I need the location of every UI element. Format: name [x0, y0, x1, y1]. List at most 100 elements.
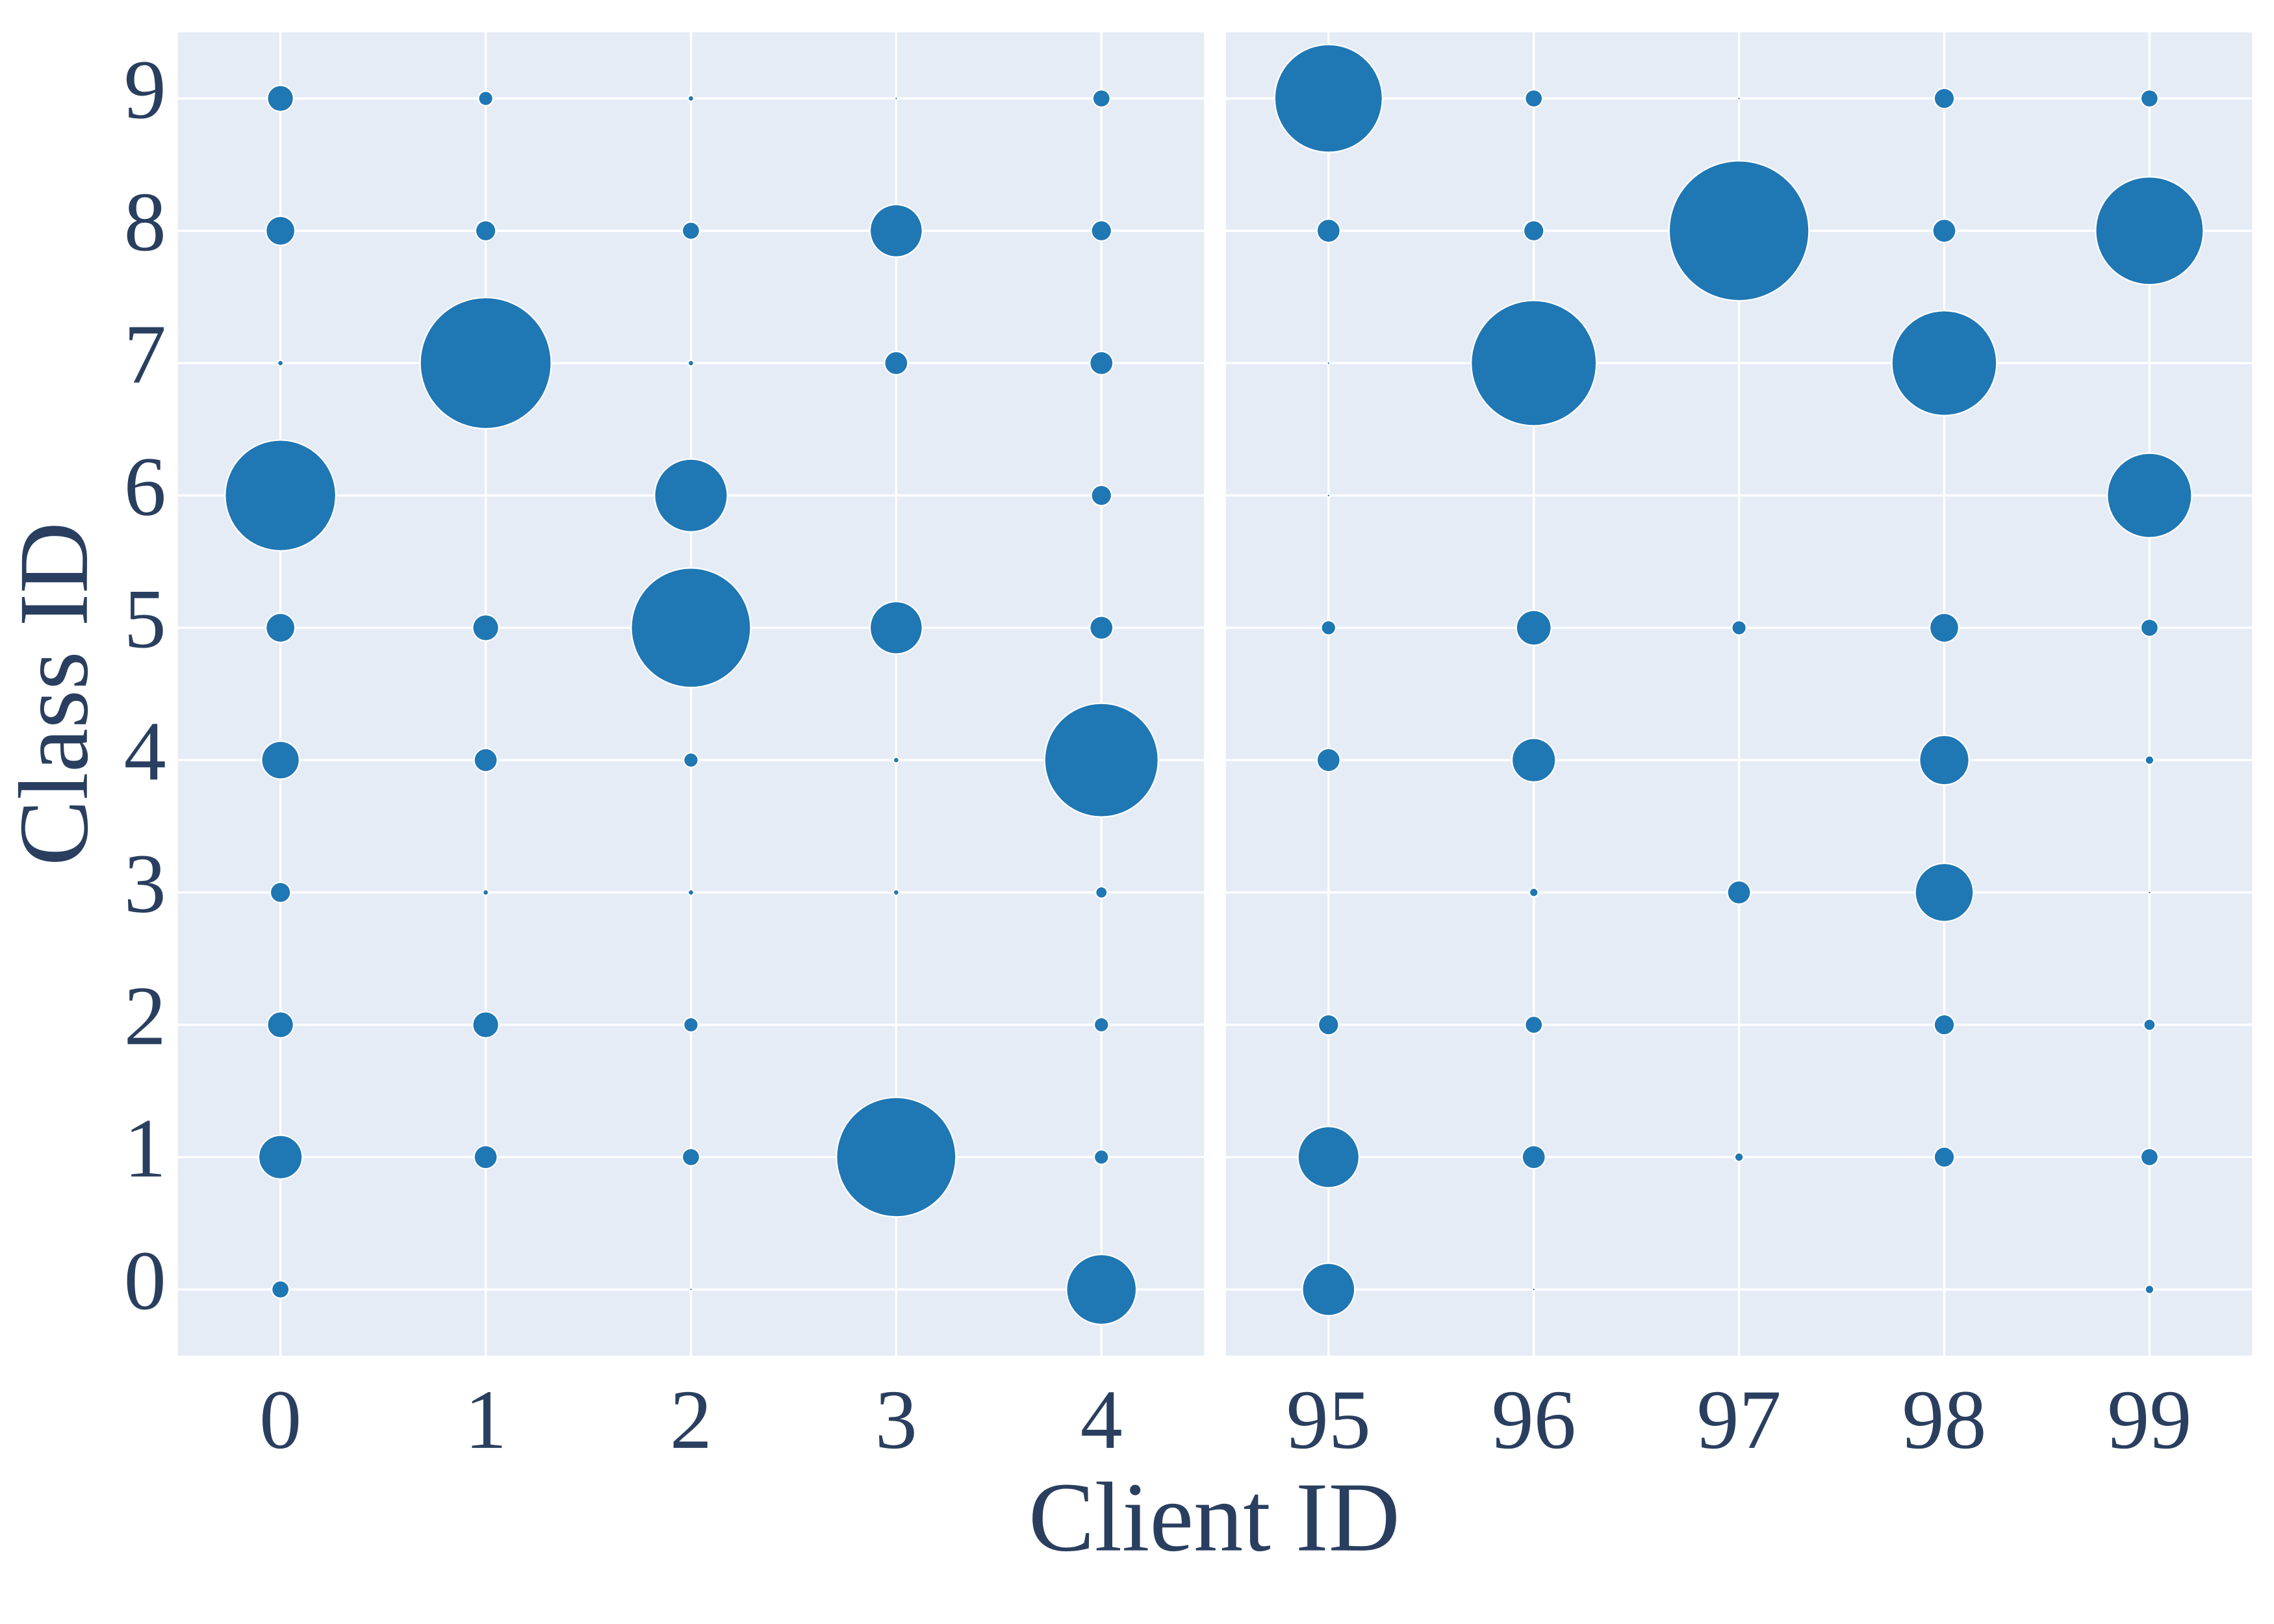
bubble — [654, 458, 728, 533]
bubble — [1524, 1015, 1544, 1035]
y-tick-label: 0 — [124, 1234, 166, 1328]
x-tick-label: 98 — [1902, 1373, 1986, 1467]
bubble — [687, 359, 695, 367]
bubble — [869, 203, 923, 258]
y-tick-label: 4 — [124, 705, 166, 798]
bubble — [630, 567, 752, 689]
bubble — [1521, 1145, 1546, 1170]
bubble — [681, 1147, 701, 1167]
bubble — [1470, 299, 1598, 427]
bubble — [1737, 96, 1741, 101]
bubble — [257, 1134, 303, 1180]
bubble — [2106, 452, 2193, 539]
bubble — [2140, 1147, 2159, 1167]
bubble — [1928, 612, 1960, 643]
bubble — [261, 740, 300, 780]
x-tick-label: 4 — [1080, 1373, 1123, 1467]
bubble — [474, 220, 497, 242]
bubble — [224, 439, 337, 552]
bubble — [1316, 748, 1341, 773]
bubble — [2140, 88, 2159, 108]
bubble — [1090, 220, 1113, 242]
y-tick-label: 7 — [124, 308, 166, 401]
y-tick-label: 2 — [124, 969, 166, 1063]
y-tick-label: 5 — [124, 572, 166, 666]
bubble — [478, 90, 494, 107]
bubble — [271, 1280, 290, 1299]
x-tick-label: 96 — [1492, 1373, 1576, 1467]
y-tick-label: 8 — [124, 175, 166, 269]
bubble — [1043, 702, 1159, 818]
bubble — [1095, 885, 1108, 899]
bubble — [277, 359, 285, 367]
bubble — [687, 889, 695, 896]
bubble — [683, 752, 699, 768]
bubble — [481, 889, 490, 896]
bubble — [1089, 350, 1114, 376]
y-tick-label: 3 — [124, 837, 166, 931]
bubble — [1066, 1254, 1138, 1325]
y-tick-label: 9 — [124, 43, 166, 136]
bubble — [1919, 734, 1970, 786]
bubble — [836, 1097, 957, 1218]
x-tick-label: 2 — [670, 1373, 712, 1467]
y-axis-label: Class ID — [0, 522, 109, 866]
bubble — [687, 94, 695, 103]
bubble — [893, 96, 899, 101]
x-tick-label: 0 — [259, 1373, 301, 1467]
bubble — [1933, 87, 1956, 110]
bubble — [1273, 44, 1383, 153]
bubble — [1891, 310, 1998, 416]
bubble — [472, 1011, 500, 1039]
bubble — [1093, 1017, 1110, 1033]
x-tick-label: 95 — [1286, 1373, 1371, 1467]
bubble — [1317, 1013, 1340, 1036]
bubble — [265, 612, 296, 643]
bubble — [1933, 1146, 1956, 1169]
bubble — [884, 350, 909, 376]
x-tick-label: 99 — [2107, 1373, 2191, 1467]
bubble — [683, 1017, 699, 1033]
x-tick-label: 97 — [1697, 1373, 1782, 1467]
bubble — [869, 600, 923, 655]
bubble — [1524, 88, 1544, 108]
bubble — [1733, 1152, 1744, 1163]
bubble — [1090, 484, 1113, 507]
bubble — [1326, 493, 1331, 498]
bubble — [1726, 880, 1752, 905]
x-axis-label: Client ID — [1028, 1463, 1400, 1573]
bubble — [1932, 218, 1957, 244]
bubble — [2144, 755, 2155, 765]
bubble — [473, 1145, 498, 1170]
bubble — [1531, 1287, 1537, 1292]
bubble — [269, 882, 292, 904]
bubble — [1301, 1262, 1356, 1317]
bubble — [1320, 620, 1337, 636]
bubble — [1731, 620, 1747, 636]
bubble — [473, 748, 498, 773]
bubble — [1511, 737, 1557, 783]
bubble — [1528, 887, 1539, 898]
bubble — [1326, 361, 1331, 366]
bubble — [472, 614, 500, 642]
bubble — [1297, 1126, 1361, 1189]
bubble — [1914, 862, 1974, 922]
bubble — [1668, 160, 1810, 302]
bubble — [2147, 890, 2152, 895]
bubble — [265, 215, 296, 246]
bubble — [2143, 1018, 2156, 1032]
bubble — [681, 221, 701, 240]
bubble — [2095, 176, 2204, 286]
bubble — [689, 1287, 693, 1292]
x-tick-label: 1 — [465, 1373, 507, 1467]
bubble — [2144, 1284, 2155, 1295]
bubble — [1093, 1148, 1110, 1165]
bubble — [1316, 218, 1341, 244]
x-tick-label: 3 — [875, 1373, 917, 1467]
bubble — [1089, 615, 1114, 641]
bubble — [1933, 1013, 1956, 1036]
bubble — [419, 296, 552, 430]
bubble — [892, 889, 900, 896]
